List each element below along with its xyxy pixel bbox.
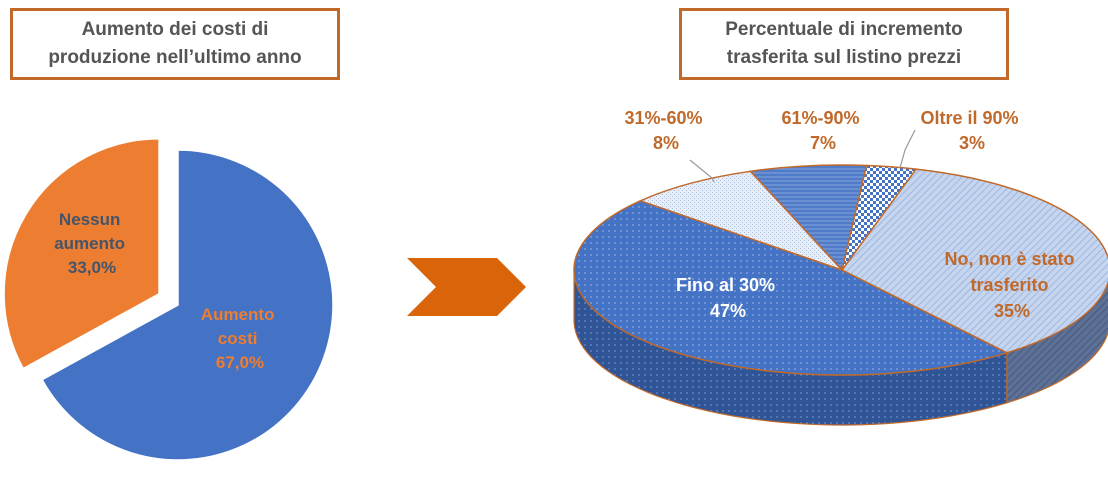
label-nessun-aumento: Nessun aumento 33,0%	[54, 210, 130, 277]
pie-slice-fino-30	[573, 199, 1009, 376]
label-oltre-90: Oltre il 90% 3%	[920, 108, 1023, 153]
pie-slice-oltre-90	[841, 164, 918, 271]
right-chart-title-line-1: Percentuale di incremento	[725, 19, 963, 40]
right-chart-title-box: Percentuale di incremento trasferita sul…	[679, 8, 1009, 80]
label-no-trasferito: No, non è stato trasferito 35%	[944, 249, 1079, 321]
leader-line-oltre-90	[899, 129, 916, 169]
label-fino-30: Fino al 30% 47%	[676, 275, 780, 321]
label-aumento-costi: Aumento costi 67,0%	[201, 305, 279, 372]
label-61-90: 61%-90% 7%	[781, 108, 864, 153]
left-chart-title-line-1: Aumento dei costi di	[81, 19, 269, 40]
pie-slice-no-trasferito	[840, 168, 1108, 354]
chevron-arrow-icon	[407, 258, 526, 316]
left-chart-title-line-2: produzione nell’ultimo anno	[48, 47, 302, 68]
right-pie-chart	[573, 164, 1108, 426]
left-chart-title-box: Aumento dei costi di produzione nell’ult…	[10, 8, 340, 80]
pie-slice-aumento-costi	[41, 149, 334, 461]
left-pie-chart	[3, 138, 334, 461]
right-chart-title-line-2: trasferita sul listino prezzi	[726, 47, 962, 68]
label-31-60: 31%-60% 8%	[624, 108, 707, 153]
pie-slice-61-90	[749, 164, 868, 272]
pie-slice-31-60	[638, 170, 843, 271]
leader-line-31-60	[689, 159, 715, 183]
pie-slice-nessun-aumento	[3, 138, 160, 370]
